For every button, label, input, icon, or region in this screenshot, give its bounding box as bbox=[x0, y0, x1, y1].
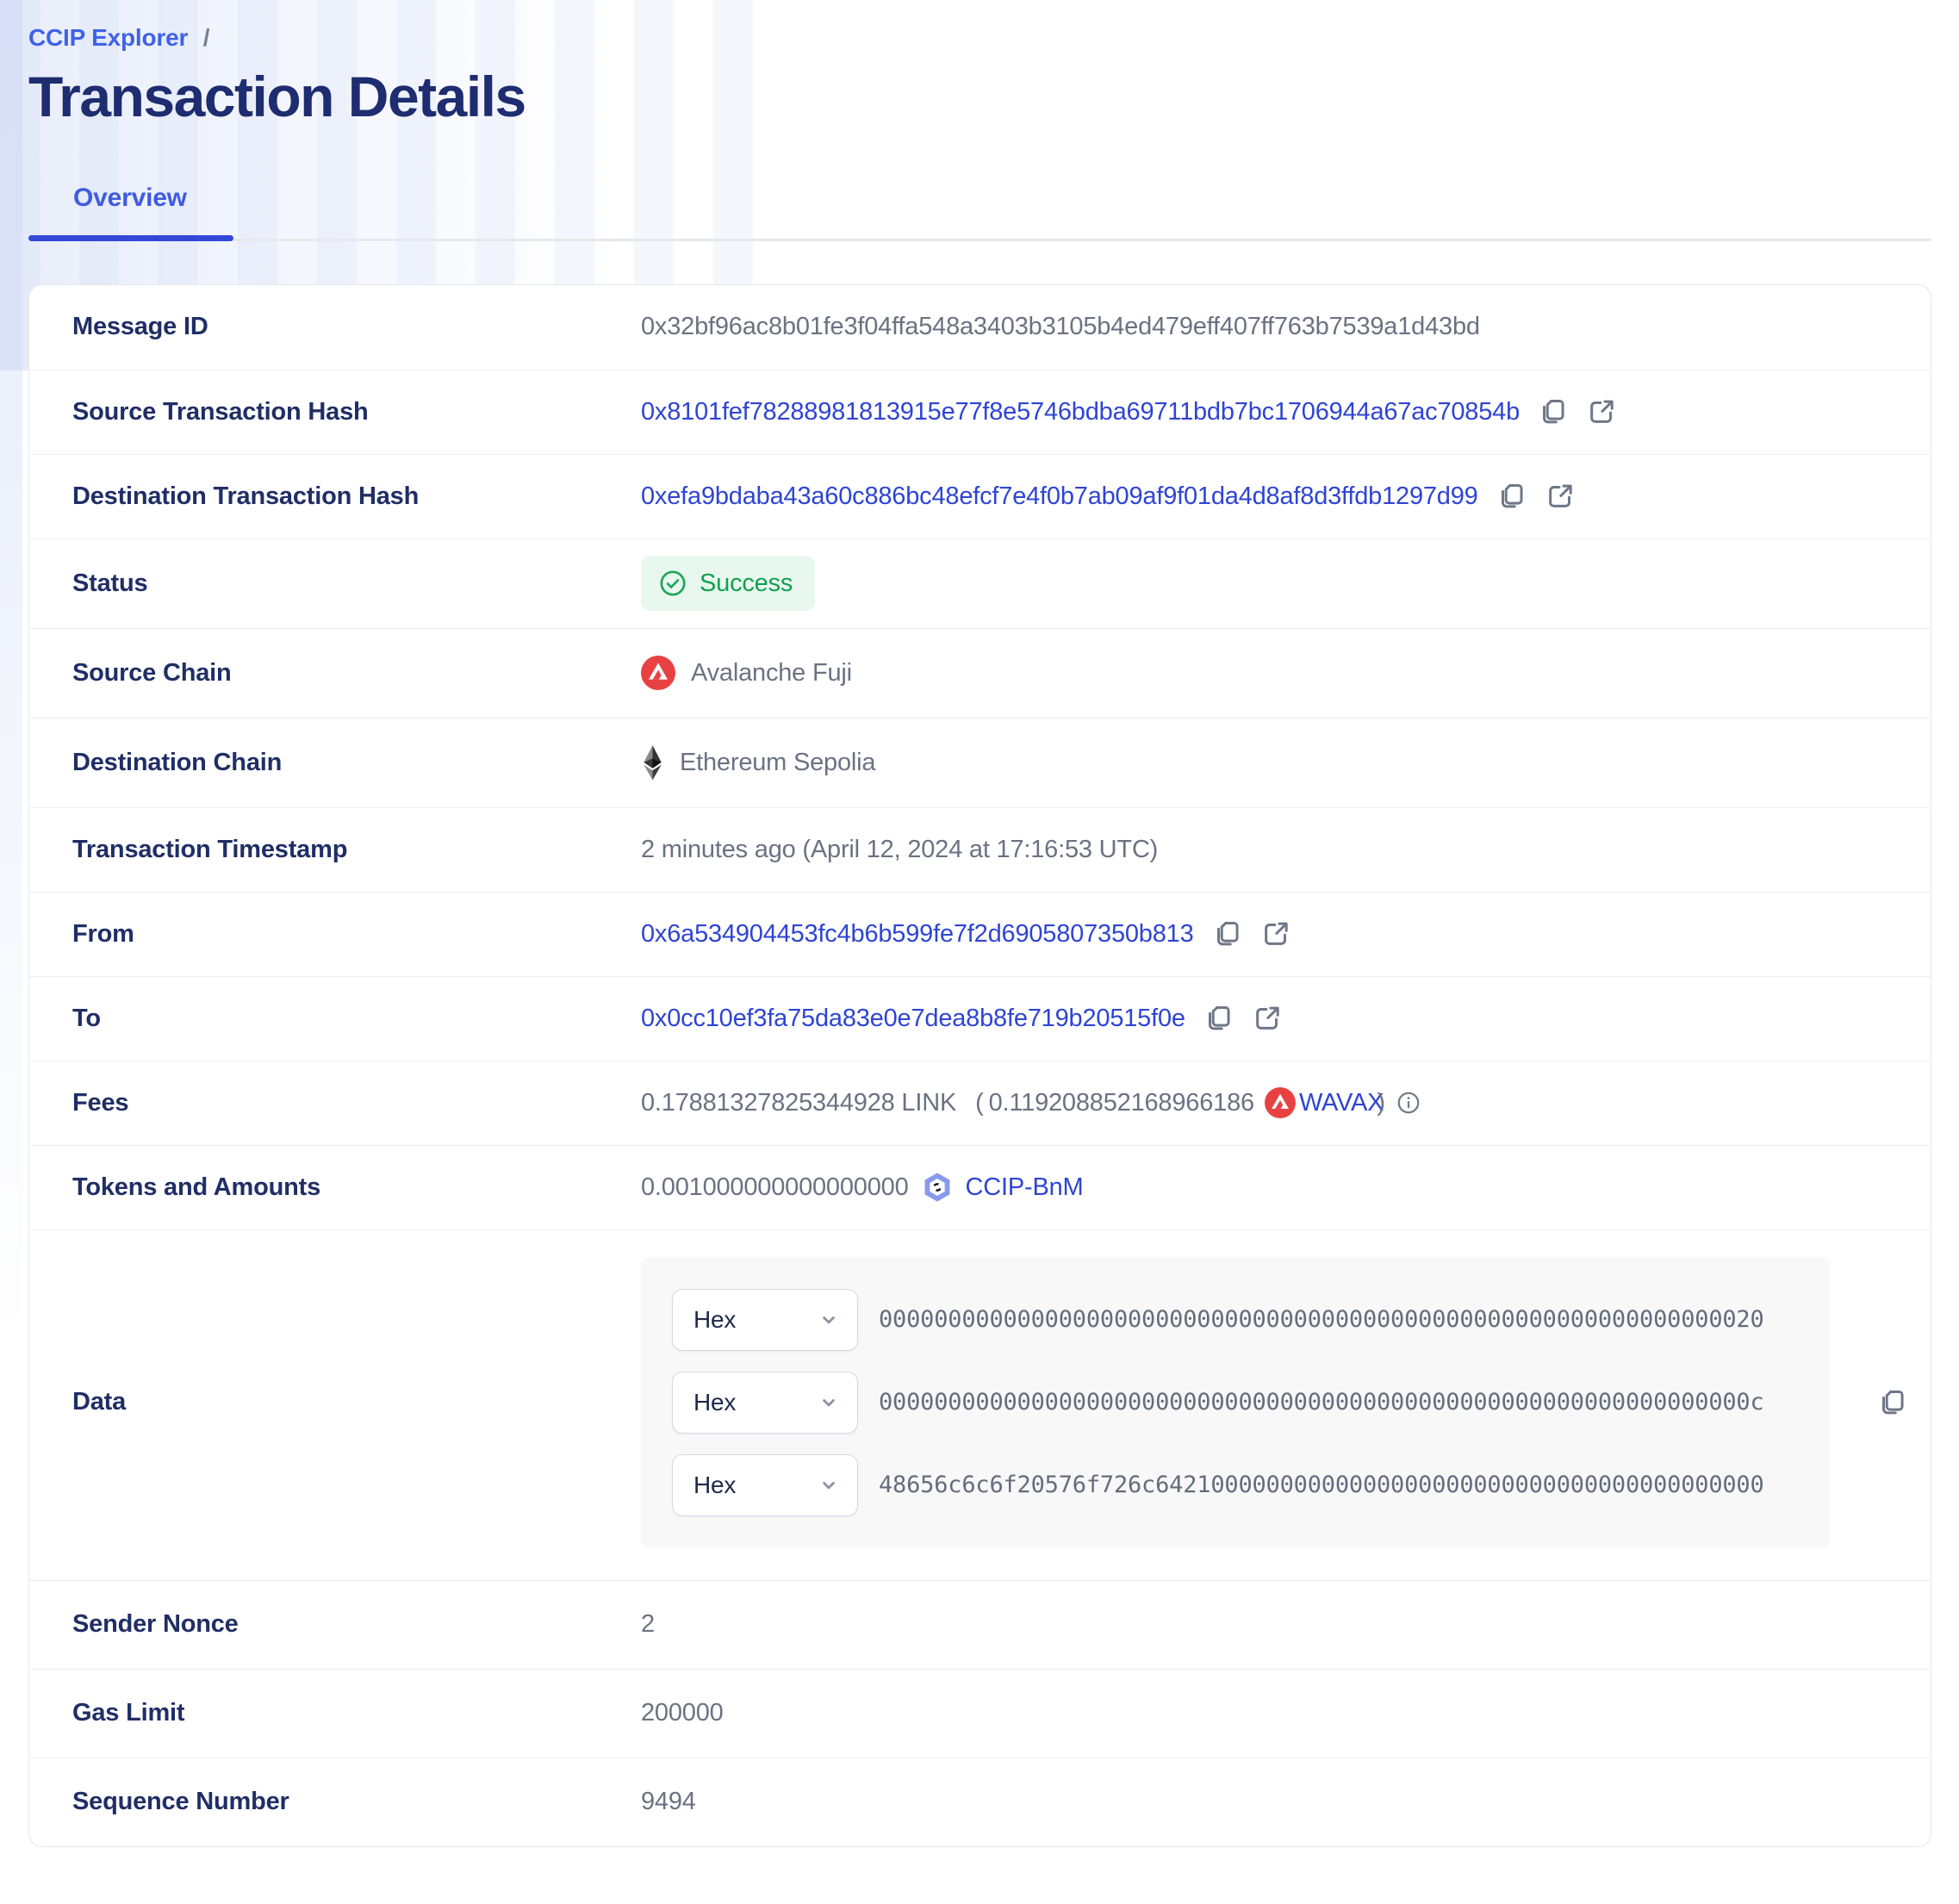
breadcrumb: CCIP Explorer / bbox=[28, 24, 1931, 52]
sender-nonce-label: Sender Nonce bbox=[72, 1610, 239, 1639]
breadcrumb-separator: / bbox=[202, 24, 210, 51]
row-gas-limit: Gas Limit 200000 bbox=[29, 1668, 1931, 1758]
row-destination-chain: Destination Chain Ethereum Sepolia bbox=[29, 717, 1931, 807]
data-label: Data bbox=[72, 1388, 127, 1416]
tab-overview[interactable]: Overview bbox=[28, 183, 233, 241]
row-destination-transaction-hash: Destination Transaction Hash 0xefa9bdaba… bbox=[29, 453, 1931, 538]
ccip-bnm-token-link[interactable]: CCIP-BnM bbox=[965, 1173, 1084, 1201]
to-address-link[interactable]: 0x0cc10ef3fa75da83e0e7dea8b8fe719b20515f… bbox=[641, 1004, 1185, 1032]
row-to: To 0x0cc10ef3fa75da83e0e7dea8b8fe719b205… bbox=[29, 975, 1931, 1061]
external-link-icon[interactable] bbox=[1545, 482, 1575, 511]
tokens-label: Tokens and Amounts bbox=[72, 1173, 321, 1201]
message-id-label: Message ID bbox=[72, 313, 208, 341]
sender-nonce-value: 2 bbox=[641, 1610, 655, 1639]
hex-line: Hex 48656c6c6f20576f726c6421000000000000… bbox=[672, 1453, 1830, 1516]
copy-icon[interactable] bbox=[1878, 1388, 1907, 1417]
hex-line: Hex 000000000000000000000000000000000000… bbox=[672, 1288, 1830, 1351]
tab-overview-label: Overview bbox=[73, 183, 187, 212]
page-title: Transaction Details bbox=[28, 65, 526, 128]
fees-wavax-amount: 0.119208852168966186 bbox=[988, 1088, 1255, 1117]
sequence-number-label: Sequence Number bbox=[72, 1788, 289, 1816]
encoding-select[interactable]: Hex bbox=[672, 1453, 858, 1516]
status-label: Status bbox=[72, 569, 148, 597]
transaction-details-card: Message ID 0x32bf96ac8b01fe3f04ffa548a34… bbox=[28, 283, 1931, 1847]
from-address-link[interactable]: 0x6a534904453fc4b6b599fe7f2d6905807350b8… bbox=[641, 919, 1194, 948]
chevron-down-icon bbox=[823, 1481, 835, 1489]
gas-limit-value: 200000 bbox=[641, 1699, 724, 1727]
encoding-select[interactable]: Hex bbox=[672, 1371, 858, 1434]
background-left-strip bbox=[0, 0, 22, 1344]
row-from: From 0x6a534904453fc4b6b599fe7f2d6905807… bbox=[29, 891, 1931, 976]
hex-value: 0000000000000000000000000000000000000000… bbox=[879, 1306, 1764, 1334]
copy-icon[interactable] bbox=[1213, 919, 1242, 949]
ethereum-icon bbox=[644, 745, 662, 781]
token-amount: 0.001000000000000000 bbox=[641, 1173, 909, 1201]
chevron-down-icon bbox=[823, 1398, 835, 1406]
timestamp-value: 2 minutes ago (April 12, 2024 at 17:16:5… bbox=[641, 835, 1159, 863]
encoding-select[interactable]: Hex bbox=[672, 1288, 858, 1351]
copy-icon[interactable] bbox=[1539, 397, 1568, 426]
breadcrumb-ccip-explorer-link[interactable]: CCIP Explorer bbox=[28, 24, 189, 51]
row-message-id: Message ID 0x32bf96ac8b01fe3f04ffa548a34… bbox=[29, 285, 1931, 370]
fees-link-amount: 0.17881327825344928 LINK bbox=[641, 1088, 957, 1117]
hex-value: 0000000000000000000000000000000000000000… bbox=[879, 1389, 1764, 1416]
timestamp-label: Transaction Timestamp bbox=[72, 835, 348, 863]
copy-icon[interactable] bbox=[1204, 1004, 1234, 1033]
external-link-icon[interactable] bbox=[1587, 397, 1616, 426]
status-badge: Success bbox=[641, 556, 816, 612]
source-tx-hash-link[interactable]: 0x8101fef78288981813915e77f8e5746bdba697… bbox=[641, 397, 1521, 426]
status-badge-text: Success bbox=[700, 569, 793, 597]
message-id-value: 0x32bf96ac8b01fe3f04ffa548a3403b3105b4ed… bbox=[641, 313, 1480, 341]
sequence-number-value: 9494 bbox=[641, 1788, 696, 1816]
hex-line: Hex 000000000000000000000000000000000000… bbox=[672, 1371, 1830, 1434]
check-circle-icon bbox=[660, 570, 686, 596]
data-hex-panel: Hex 000000000000000000000000000000000000… bbox=[641, 1256, 1830, 1548]
row-sequence-number: Sequence Number 9494 bbox=[29, 1757, 1931, 1846]
copy-icon[interactable] bbox=[1497, 482, 1527, 511]
dest-tx-hash-label: Destination Transaction Hash bbox=[72, 482, 420, 510]
info-icon[interactable] bbox=[1396, 1090, 1421, 1116]
hex-value: 48656c6c6f20576f726c64210000000000000000… bbox=[879, 1472, 1764, 1499]
dest-tx-hash-link[interactable]: 0xefa9bdaba43a60c886bc48efcf7e4f0b7ab09a… bbox=[641, 482, 1478, 510]
gas-limit-label: Gas Limit bbox=[72, 1699, 185, 1727]
row-fees: Fees 0.17881327825344928 LINK ( 0.119208… bbox=[29, 1060, 1931, 1145]
fees-close-paren: ) bbox=[1377, 1088, 1385, 1117]
row-source-transaction-hash: Source Transaction Hash 0x8101fef7828898… bbox=[29, 369, 1931, 454]
row-tokens-and-amounts: Tokens and Amounts 0.001000000000000000 … bbox=[29, 1144, 1931, 1229]
from-label: From bbox=[72, 919, 134, 948]
dest-chain-label: Destination Chain bbox=[72, 748, 283, 776]
row-status: Status Success bbox=[29, 538, 1931, 628]
avalanche-icon bbox=[1264, 1087, 1296, 1119]
chevron-down-icon bbox=[823, 1316, 835, 1323]
dest-chain-name: Ethereum Sepolia bbox=[680, 748, 876, 776]
encoding-select-value: Hex bbox=[693, 1305, 737, 1333]
row-data: Data Hex 0000000000000000000000000000000… bbox=[29, 1229, 1931, 1580]
ccip-bnm-token-icon bbox=[924, 1173, 949, 1202]
source-tx-hash-label: Source Transaction Hash bbox=[72, 397, 369, 426]
row-source-chain: Source Chain Avalanche Fuji bbox=[29, 627, 1931, 718]
source-chain-label: Source Chain bbox=[72, 658, 232, 687]
row-sender-nonce: Sender Nonce 2 bbox=[29, 1579, 1931, 1669]
external-link-icon[interactable] bbox=[1253, 1004, 1282, 1033]
source-chain-name: Avalanche Fuji bbox=[691, 658, 852, 687]
transaction-details-page: CCIP Explorer / Transaction Details Over… bbox=[28, 24, 1931, 1847]
encoding-select-value: Hex bbox=[693, 1471, 737, 1498]
avalanche-icon bbox=[641, 656, 675, 691]
tab-bar: Overview bbox=[28, 184, 1931, 241]
row-transaction-timestamp: Transaction Timestamp 2 minutes ago (Apr… bbox=[29, 806, 1931, 892]
to-label: To bbox=[72, 1004, 101, 1032]
wavax-token-link[interactable]: WAVAX bbox=[1298, 1088, 1384, 1117]
external-link-icon[interactable] bbox=[1261, 919, 1290, 949]
fees-label: Fees bbox=[72, 1088, 129, 1117]
fees-open-paren: ( bbox=[975, 1088, 984, 1117]
encoding-select-value: Hex bbox=[693, 1388, 737, 1416]
